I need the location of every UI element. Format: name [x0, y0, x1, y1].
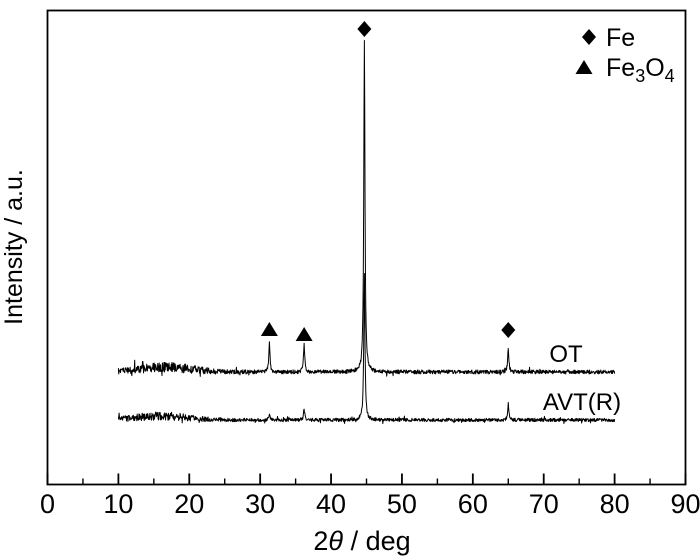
- fe3o4-peak-triangle-marker: [295, 327, 313, 341]
- series-label-ot: OT: [549, 341, 583, 368]
- legend: Fe Fe3O4: [575, 24, 675, 86]
- x-tick-label: 70: [529, 489, 559, 519]
- legend-fe3o4-base2: O: [645, 54, 664, 82]
- x-tick-label: 90: [670, 489, 700, 519]
- x-tick-label: 40: [316, 489, 346, 519]
- x-axis-title-rest: / deg: [343, 526, 411, 556]
- legend-fe-diamond-icon: [582, 29, 596, 45]
- x-tick-label: 20: [174, 489, 204, 519]
- legend-fe3o4-triangle-icon: [575, 60, 593, 74]
- x-tick-label: 30: [245, 489, 275, 519]
- y-axis-title: Intensity / a.u.: [0, 169, 28, 325]
- xrd-trace-ot: [117, 39, 616, 377]
- legend-fe3o4-label: Fe3O4: [606, 54, 675, 86]
- x-axis-ticks: [46, 473, 687, 485]
- x-tick-label: 0: [40, 489, 55, 519]
- fe3o4-peak-triangle-marker: [260, 322, 278, 336]
- x-axis-title: 2θ / deg: [313, 526, 410, 556]
- x-axis-tick-labels: 0 10 20 30 40 50 60 70 80 90: [40, 489, 700, 519]
- legend-fe3o4-base1: Fe: [606, 54, 635, 82]
- legend-fe3o4-sub2: 4: [665, 66, 675, 86]
- x-axis-title-num: 2: [313, 526, 328, 556]
- fe-peak-diamond-marker: [501, 322, 516, 338]
- fe-peak-diamond-marker: [357, 21, 372, 37]
- legend-fe3o4-sub1: 3: [635, 66, 645, 86]
- xrd-traces: [117, 39, 616, 425]
- series-label-avtr: AVT(R): [543, 389, 621, 416]
- x-tick-label: 60: [458, 489, 488, 519]
- x-tick-label: 50: [387, 489, 417, 519]
- legend-fe-label: Fe: [606, 24, 635, 52]
- x-axis-title-theta: θ: [328, 526, 343, 556]
- x-tick-label: 10: [103, 489, 133, 519]
- x-tick-label: 80: [600, 489, 630, 519]
- peak-markers: [260, 21, 516, 341]
- xrd-trace-avtr: [117, 272, 616, 425]
